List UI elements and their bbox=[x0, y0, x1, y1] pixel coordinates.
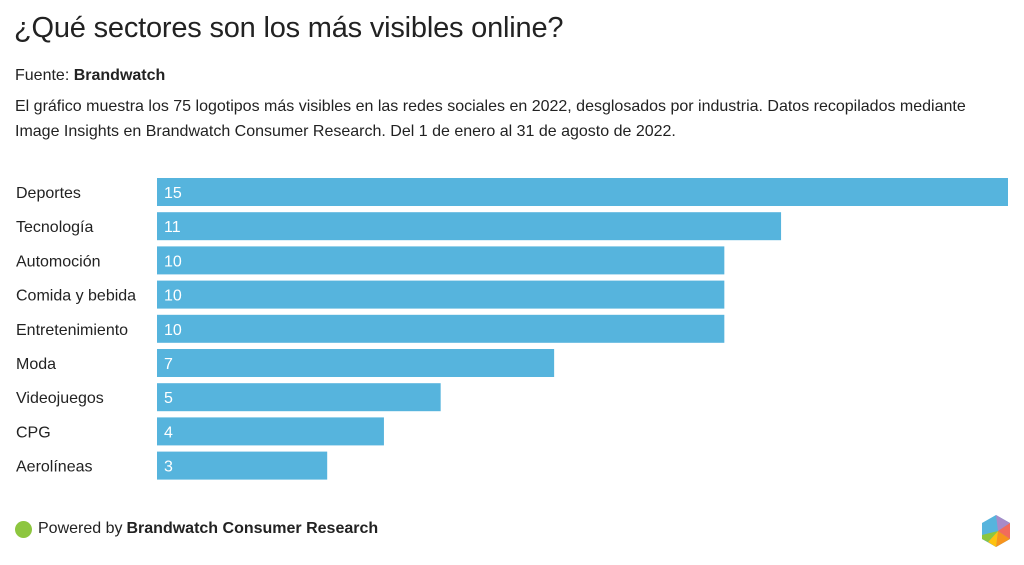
category-label: Automoción bbox=[16, 253, 101, 270]
category-label: Comida y bebida bbox=[16, 288, 136, 305]
category-label: Entretenimiento bbox=[16, 322, 128, 339]
category-label: Deportes bbox=[16, 185, 81, 202]
chart-description: El gráfico muestra los 75 logotipos más … bbox=[15, 98, 966, 140]
page-title: ¿Qué sectores son los más visibles onlin… bbox=[14, 12, 564, 44]
category-label: Aerolíneas bbox=[16, 459, 93, 476]
bar bbox=[157, 451, 328, 480]
bar bbox=[157, 178, 1008, 206]
value-label: 3 bbox=[164, 459, 173, 476]
value-label: 4 bbox=[164, 424, 173, 441]
bar bbox=[157, 280, 725, 309]
bar-chart: Deportes 15 Tecnología 11 Automoción 10 Comida… bbox=[16, 178, 1008, 480]
value-label: 10 bbox=[164, 322, 182, 339]
value-label: 7 bbox=[164, 356, 173, 373]
bar bbox=[157, 383, 441, 412]
brandwatch-logo-icon bbox=[982, 515, 1010, 547]
category-label: CPG bbox=[16, 424, 51, 441]
value-label: 11 bbox=[164, 219, 181, 236]
value-label: 10 bbox=[164, 288, 182, 305]
bar bbox=[157, 212, 782, 241]
source-label: Fuente: bbox=[15, 67, 70, 84]
source-line: Fuente: Brandwatch bbox=[15, 67, 165, 85]
value-label: 5 bbox=[164, 390, 173, 407]
bar bbox=[157, 314, 725, 343]
footer: Powered by Brandwatch Consumer Research bbox=[15, 520, 378, 538]
value-label: 10 bbox=[164, 253, 182, 270]
bar bbox=[157, 246, 725, 275]
source-name: Brandwatch bbox=[73, 67, 166, 84]
bar bbox=[157, 417, 384, 446]
value-label: 15 bbox=[164, 185, 182, 202]
powered-name: Brandwatch Consumer Research bbox=[126, 520, 379, 537]
bar bbox=[157, 349, 555, 377]
status-dot-icon bbox=[15, 520, 32, 538]
powered-label: Powered by bbox=[38, 520, 123, 537]
category-label: Videojuegos bbox=[16, 390, 104, 407]
category-label: Moda bbox=[16, 356, 56, 373]
category-label: Tecnología bbox=[16, 219, 93, 236]
